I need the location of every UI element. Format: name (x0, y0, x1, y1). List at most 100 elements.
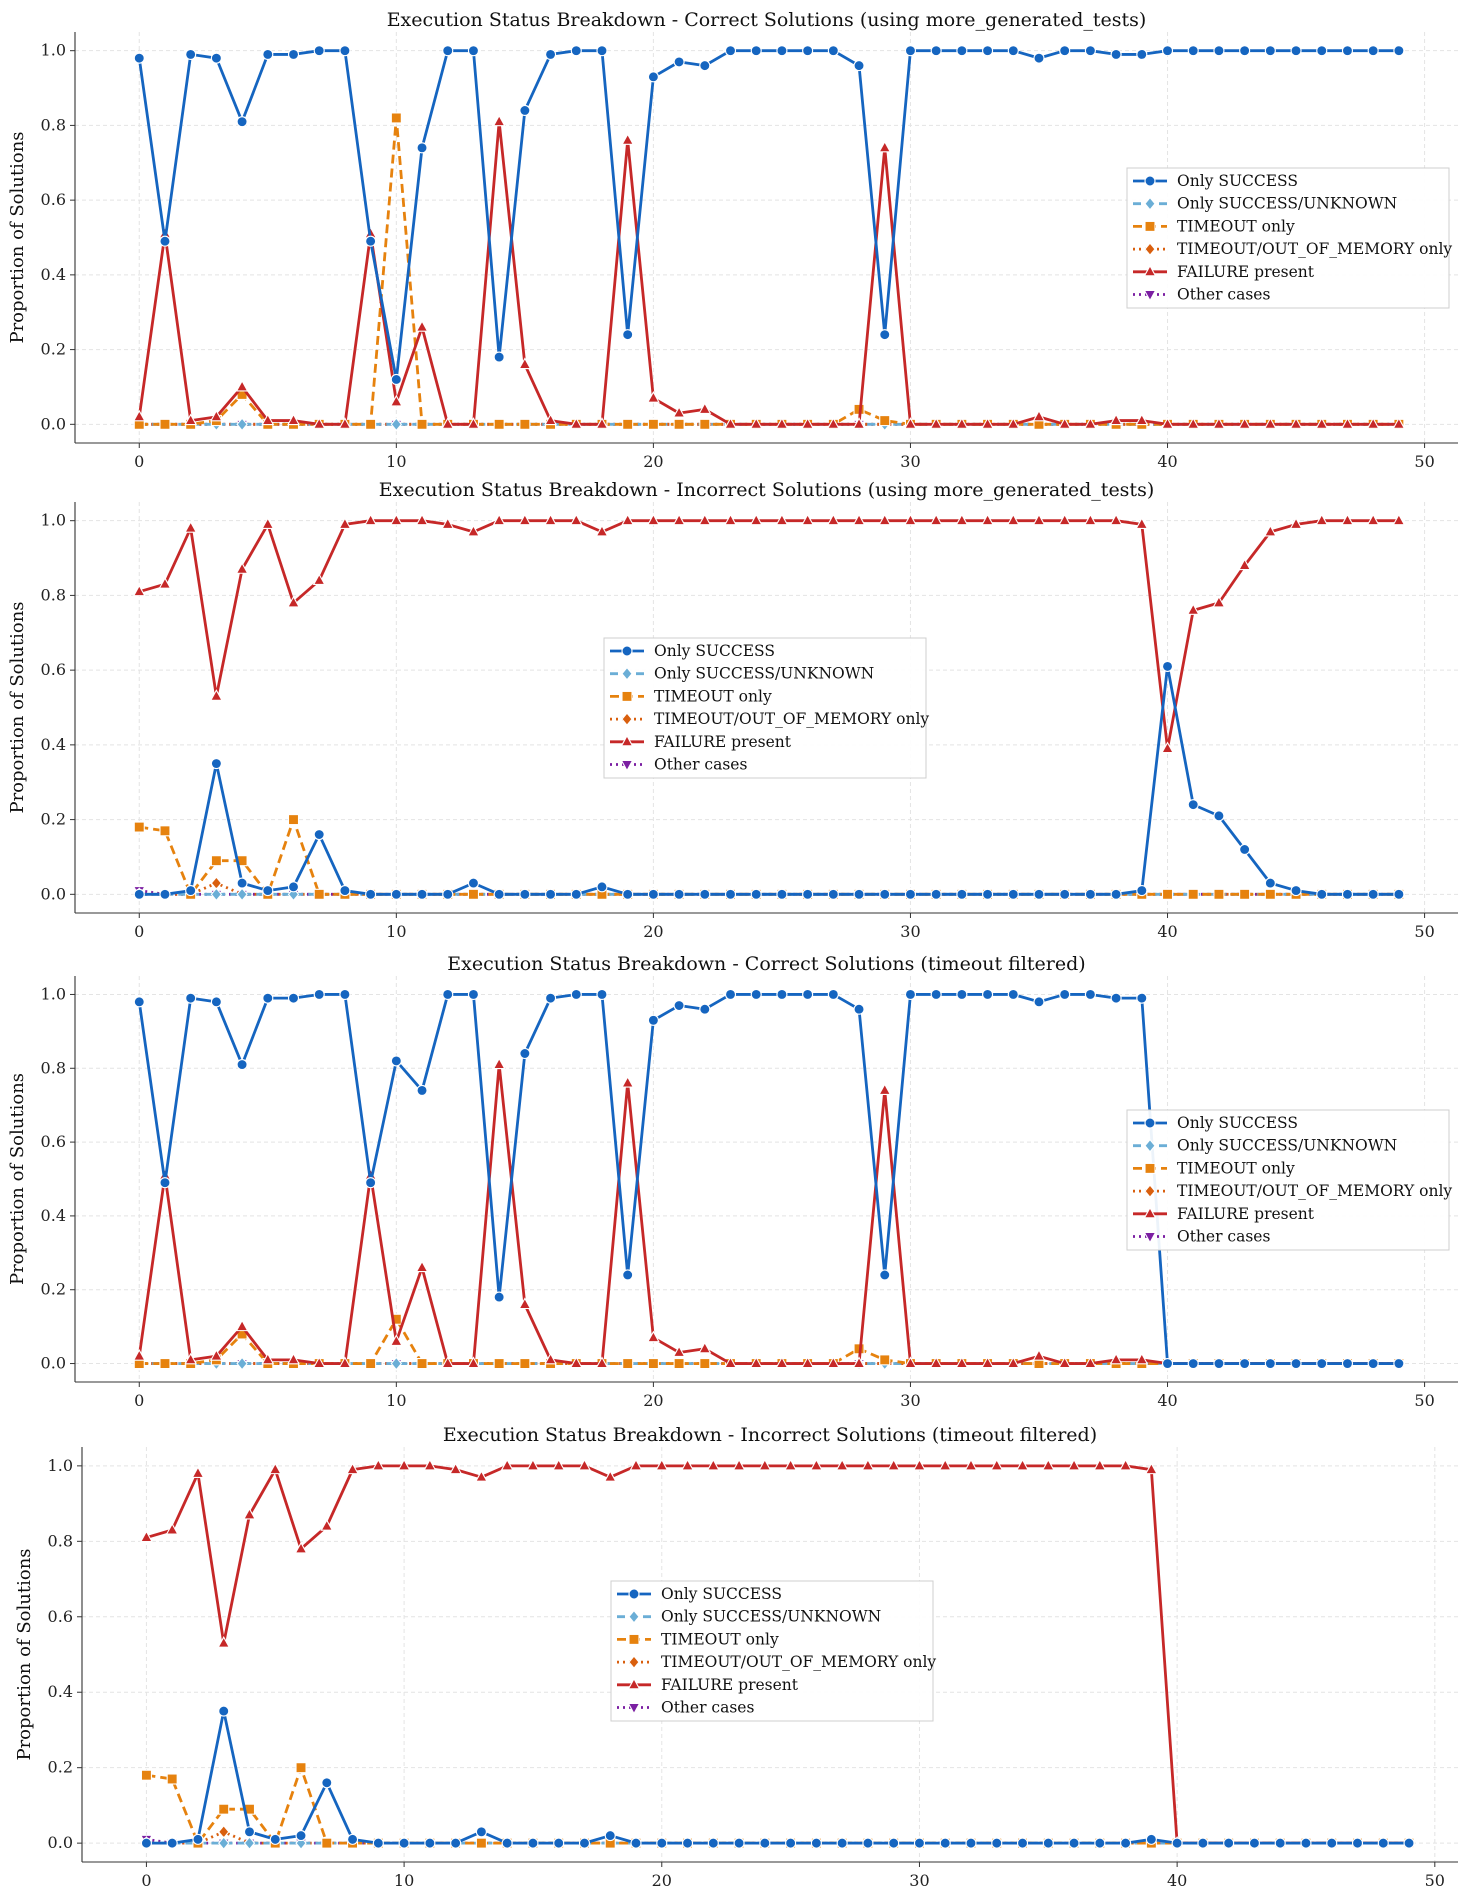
data-point (339, 988, 351, 1001)
data-point (879, 1354, 891, 1366)
data-point (569, 417, 583, 429)
data-point (1315, 513, 1329, 526)
x-tick-label: 10 (386, 1391, 406, 1410)
data-point (1007, 988, 1019, 1001)
data-point (390, 373, 402, 386)
data-point (698, 513, 712, 526)
data-point (346, 1462, 359, 1475)
data-point (1136, 992, 1148, 1004)
legend-swatch-marker (620, 734, 634, 747)
data-point (1171, 1837, 1183, 1849)
data-point (209, 1349, 223, 1361)
x-tick-label: 20 (643, 452, 663, 471)
chart-svg: Execution Status Breakdown - Correct Sol… (7, 9, 1458, 471)
legend-label: Only SUCCESS (661, 1585, 782, 1603)
data-point (699, 1357, 711, 1370)
data-point (158, 577, 172, 589)
chart-panel-incorrect-timeout-filtered: Execution Status Breakdown - Incorrect S… (0, 1412, 1478, 1890)
data-point (467, 524, 480, 537)
data-point (1289, 517, 1303, 529)
data-point (964, 1458, 978, 1471)
legend-label: FAILURE present (1177, 1205, 1315, 1223)
data-point (569, 513, 583, 526)
data-point (1058, 417, 1072, 429)
data-point (1136, 885, 1148, 897)
data-point (235, 379, 249, 392)
data-point (1187, 799, 1199, 811)
data-point (261, 1352, 275, 1365)
data-point (1366, 417, 1380, 429)
data-point (1403, 1837, 1415, 1849)
legend-swatch-marker (1143, 1231, 1157, 1244)
data-point (416, 418, 428, 430)
data-point (955, 1356, 969, 1369)
legend-label: TIMEOUT/OUT_OF_MEMORY only (661, 1653, 936, 1671)
data-point (527, 1837, 539, 1849)
legend-label: FAILURE present (654, 733, 792, 751)
data-point (467, 45, 479, 57)
data-point (1393, 1357, 1405, 1370)
data-point (518, 1297, 532, 1310)
data-point (1213, 888, 1225, 900)
y-axis-label: Proportion of Solutions (7, 1073, 28, 1285)
data-point (449, 1462, 463, 1475)
y-tick-label: 1.0 (41, 41, 66, 60)
legend-swatch-marker (1143, 264, 1157, 277)
data-point (450, 1837, 462, 1849)
legend-label: Only SUCCESS/UNKNOWN (1177, 195, 1397, 213)
data-point (1059, 888, 1071, 900)
data-point (1084, 888, 1096, 900)
data-point (647, 1357, 659, 1370)
data-point (939, 1837, 951, 1849)
data-point (646, 391, 660, 403)
data-point (441, 1356, 455, 1369)
legend-box (610, 1580, 934, 1722)
data-point (775, 417, 789, 429)
data-point (750, 45, 762, 57)
data-point (210, 855, 222, 867)
data-point (236, 116, 248, 128)
data-point (621, 1075, 635, 1088)
data-point (415, 513, 429, 526)
series-only-success (140, 1705, 1415, 1849)
legend-label: Other cases (654, 756, 747, 774)
data-point (1264, 45, 1276, 57)
data-point (698, 1341, 712, 1354)
chart-svg: Execution Status Breakdown - Incorrect S… (14, 1424, 1458, 1890)
x-tick-label: 50 (1425, 1871, 1445, 1890)
data-point (955, 513, 969, 526)
data-point (389, 1334, 403, 1346)
data-point (1367, 888, 1379, 900)
data-point (501, 1837, 513, 1849)
data-point (339, 885, 351, 897)
data-point (372, 1837, 384, 1849)
data-point (647, 418, 659, 430)
data-point (313, 45, 325, 57)
data-point (1110, 888, 1122, 900)
data-point (1041, 1458, 1055, 1471)
x-tick-label: 50 (1414, 922, 1434, 941)
data-point (159, 1357, 171, 1370)
data-point (287, 814, 300, 826)
data-point (545, 48, 557, 60)
data-point (647, 888, 659, 900)
data-point (827, 888, 839, 900)
series-line (146, 1709, 1410, 1845)
x-tick-label: 50 (1414, 452, 1434, 471)
data-point (390, 888, 402, 900)
data-point (630, 1837, 642, 1849)
data-point (132, 409, 146, 422)
data-point (1239, 1357, 1251, 1370)
x-tick-label: 40 (1157, 1391, 1177, 1410)
data-point (1093, 1458, 1107, 1471)
legend-swatch-marker (628, 1655, 640, 1669)
data-point (1197, 1837, 1209, 1849)
legend-swatch-marker (621, 712, 633, 726)
data-point (166, 1773, 178, 1785)
data-point (1187, 1357, 1199, 1370)
y-tick-label: 0.4 (48, 1682, 73, 1701)
data-point (929, 417, 943, 429)
data-point (1263, 524, 1277, 537)
data-point (493, 418, 505, 430)
data-point (1016, 1837, 1029, 1849)
